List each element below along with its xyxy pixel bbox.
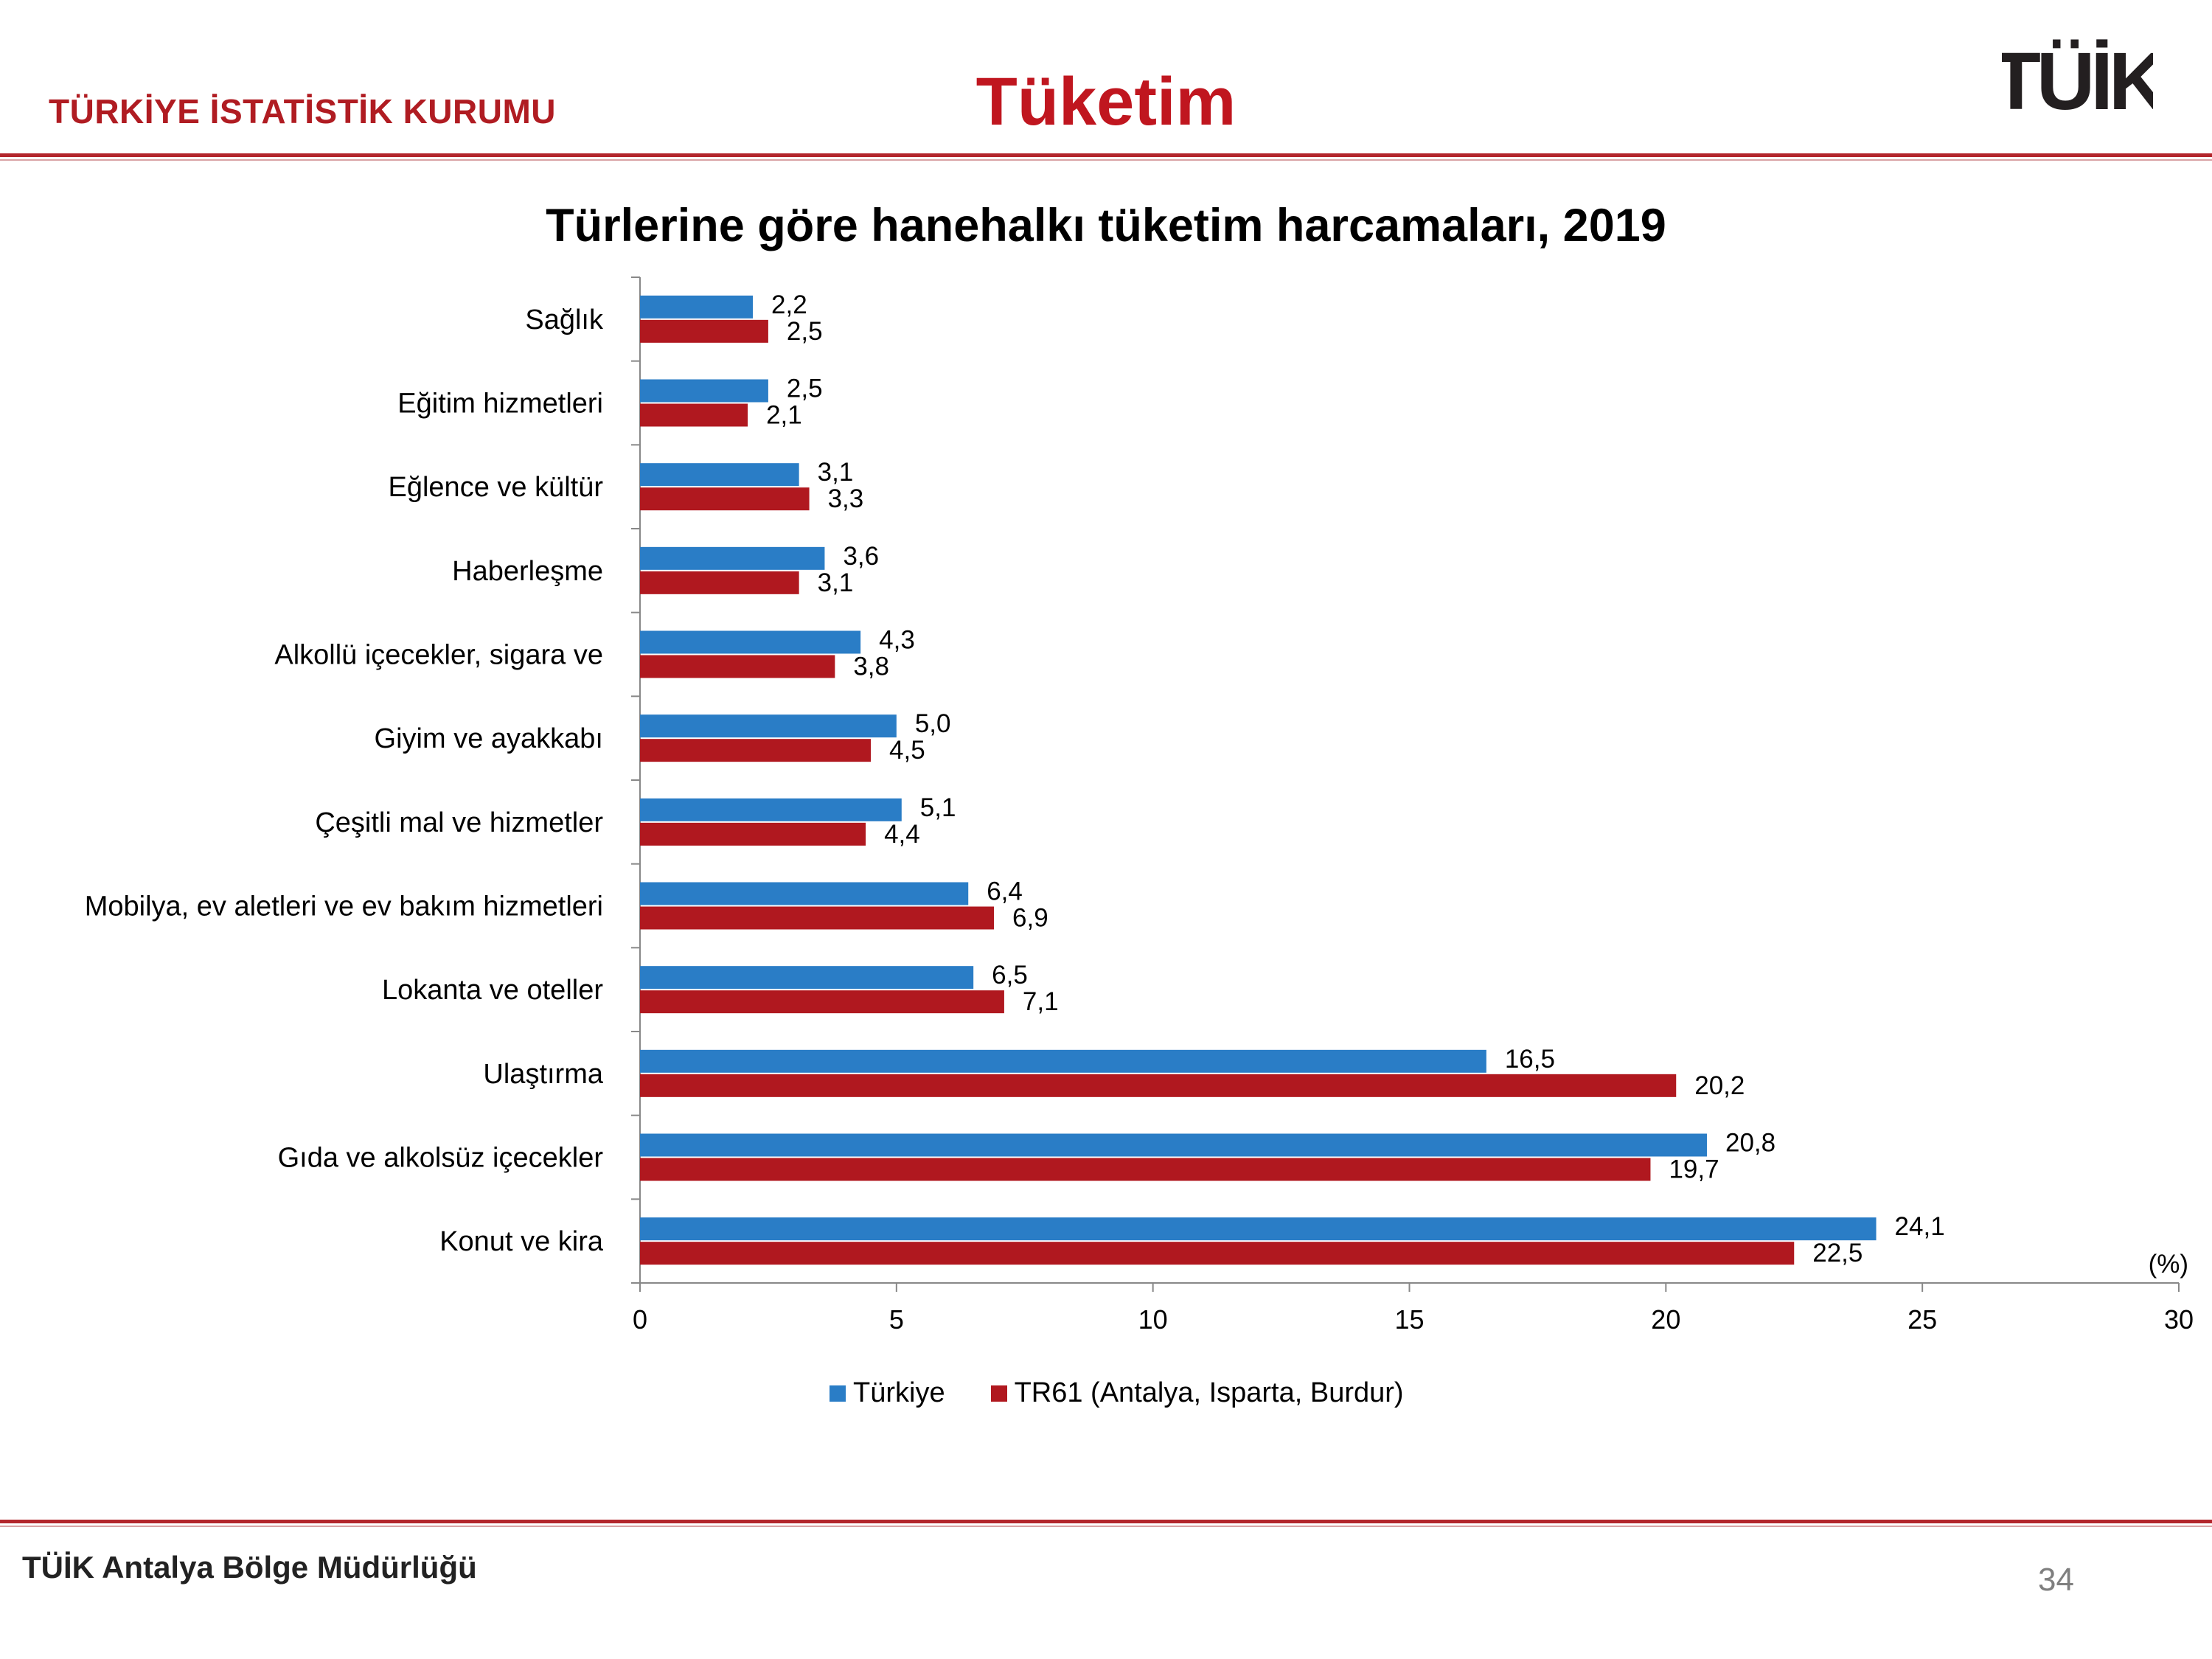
legend-item-tr61: TR61 (Antalya, Isparta, Burdur) [990,1377,1404,1409]
data-label-tr61: 3,1 [818,568,854,597]
category-label: Konut ve kira [439,1226,604,1257]
category-label: Ulaştırma [483,1059,603,1090]
x-tick-label: 15 [1394,1304,1424,1335]
data-label-tr61: 7,1 [1023,987,1059,1016]
data-label-tr61: 3,8 [853,653,889,681]
bar-turkiye [640,463,799,487]
data-label-tr61: 4,5 [889,736,925,765]
data-label-tr61: 4,4 [884,820,920,849]
bar-tr61 [640,990,1004,1014]
data-label-turkiye: 24,1 [1895,1212,1945,1241]
page-number: 34 [2038,1562,2074,1598]
chart-legend: Türkiye TR61 (Antalya, Isparta, Burdur) [830,1377,1450,1409]
bar-tr61 [640,1074,1677,1097]
bar-turkiye [640,546,825,570]
data-label-turkiye: 2,2 [771,291,807,319]
x-tick-label: 30 [2164,1304,2194,1335]
unit-label: (%) [2149,1250,2188,1279]
data-label-turkiye: 6,5 [992,961,1028,990]
x-tick-label: 0 [633,1304,647,1335]
data-label-tr61: 20,2 [1694,1071,1745,1100]
category-label: Çeşitli mal ve hizmetler [315,807,603,838]
bar-turkiye [640,882,969,905]
footer-office: TÜİK Antalya Bölge Müdürlüğü [22,1550,477,1585]
bar-tr61 [640,822,866,846]
bar-turkiye [640,630,861,654]
svg-text:TÜİK: TÜİK [2002,36,2153,124]
data-label-turkiye: 20,8 [1725,1129,1775,1158]
category-label: Eğlence ve kültür [389,472,604,503]
x-tick-label: 5 [889,1304,904,1335]
header-divider-thin [0,159,2212,161]
org-name: TÜRKİYE İSTATİSTİK KURUMU [49,92,556,131]
category-label: Eğitim hizmetleri [397,389,603,420]
category-label: Haberleşme [452,556,603,587]
header-divider [0,153,2212,157]
x-tick-label: 20 [1651,1304,1680,1335]
category-label: Alkollü içecekler, sigara ve [274,640,603,671]
bar-tr61 [640,739,872,762]
category-label: Giyim ve ayakkabı [375,723,603,754]
bar-tr61 [640,403,748,427]
x-tick-label: 10 [1138,1304,1168,1335]
slide-title: Tüketim [975,64,1237,139]
data-label-turkiye: 4,3 [879,626,915,655]
legend-item-turkiye: Türkiye [830,1377,945,1409]
footer-divider [0,1520,2212,1523]
data-label-turkiye: 2,5 [787,375,823,403]
bar-turkiye [640,966,974,990]
data-label-tr61: 3,3 [828,484,864,513]
legend-swatch-tr61 [990,1385,1007,1402]
bar-tr61 [640,487,810,511]
bar-turkiye [640,714,897,738]
footer-divider-thin [0,1526,2212,1527]
legend-swatch-turkiye [830,1385,846,1402]
bar-tr61 [640,1242,1795,1265]
bar-turkiye [640,798,902,821]
legend-label-tr61: TR61 (Antalya, Isparta, Burdur) [1014,1377,1404,1408]
category-label: Gıda ve alkolsüz içecekler [278,1143,604,1174]
data-label-tr61: 6,9 [1012,904,1048,933]
bar-turkiye [640,379,768,403]
data-label-turkiye: 3,6 [843,542,879,571]
data-label-turkiye: 3,1 [818,458,854,487]
bar-turkiye [640,1049,1486,1073]
legend-label-turkiye: Türkiye [853,1377,945,1408]
data-label-tr61: 19,7 [1669,1155,1719,1184]
category-label: Lokanta ve oteller [382,975,603,1006]
bar-tr61 [640,906,995,930]
bar-turkiye [640,1133,1707,1157]
category-label: Sağlık [525,305,604,335]
bar-turkiye [640,1217,1877,1241]
bar-tr61 [640,319,768,343]
bar-tr61 [640,655,835,678]
data-label-turkiye: 16,5 [1505,1045,1555,1074]
data-label-turkiye: 6,4 [987,877,1023,906]
bar-tr61 [640,1158,1651,1181]
data-label-turkiye: 5,1 [920,793,956,822]
data-label-turkiye: 5,0 [915,709,951,738]
data-label-tr61: 22,5 [1812,1239,1863,1267]
data-label-tr61: 2,1 [766,401,802,430]
category-label: Mobilya, ev aletleri ve ev bakım hizmetl… [85,891,603,922]
bar-turkiye [640,295,754,319]
tuik-logo: TÜİK [2002,36,2153,124]
x-tick-label: 25 [1907,1304,1937,1335]
bar-tr61 [640,571,799,594]
data-label-tr61: 2,5 [787,317,823,346]
chart-title: Türlerine göre hanehalkı tüketim harcama… [546,200,1666,251]
